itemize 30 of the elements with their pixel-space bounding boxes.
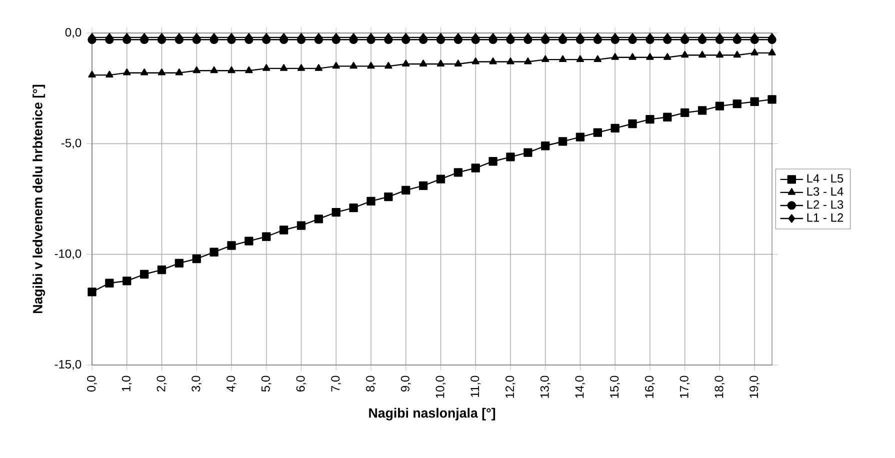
- x-tick-label: 11,0: [470, 376, 481, 397]
- x-tick-label: 19,0: [750, 376, 760, 398]
- x-tick-label: 7,0: [331, 376, 342, 392]
- y-tick-label: -10,0: [54, 249, 82, 260]
- legend-label: L3 - L4: [807, 187, 844, 196]
- x-tick-label: 6,0: [296, 376, 306, 392]
- x-tick-label: 17,0: [680, 376, 690, 398]
- x-axis-title: Nagibi naslonjala [°]: [369, 408, 496, 420]
- y-tick-label: 0,0: [65, 28, 82, 38]
- x-tick-label: 2,0: [156, 376, 167, 392]
- y-tick-label: -15,0: [54, 360, 82, 370]
- x-tick-label: 10,0: [436, 376, 446, 398]
- x-tick-label: 1,0: [122, 376, 132, 392]
- legend-label: L2 - L3: [807, 200, 844, 209]
- x-tick-label: 12,0: [506, 376, 516, 398]
- x-tick-label: 3,0: [192, 376, 202, 392]
- x-tick-label: 14,0: [575, 376, 586, 398]
- x-tick-label: 15,0: [610, 376, 620, 398]
- x-tick-label: 0,0: [87, 376, 97, 392]
- y-axis-title: Nagibi v ledvenem delu hrbtenice [°]: [32, 84, 46, 314]
- x-tick-label: 13,0: [540, 376, 550, 398]
- x-tick-label: 8,0: [366, 376, 376, 392]
- legend-label: L4 - L5: [807, 174, 844, 183]
- x-tick-label: 16,0: [644, 376, 655, 398]
- x-tick-label: 5,0: [261, 376, 272, 392]
- x-tick-label: 18,0: [714, 376, 725, 398]
- x-tick-label: 9,0: [400, 376, 411, 392]
- y-tick-label: -5,0: [61, 138, 82, 149]
- legend-label: L1 - L2: [807, 213, 844, 222]
- x-tick-label: 4,0: [226, 376, 236, 392]
